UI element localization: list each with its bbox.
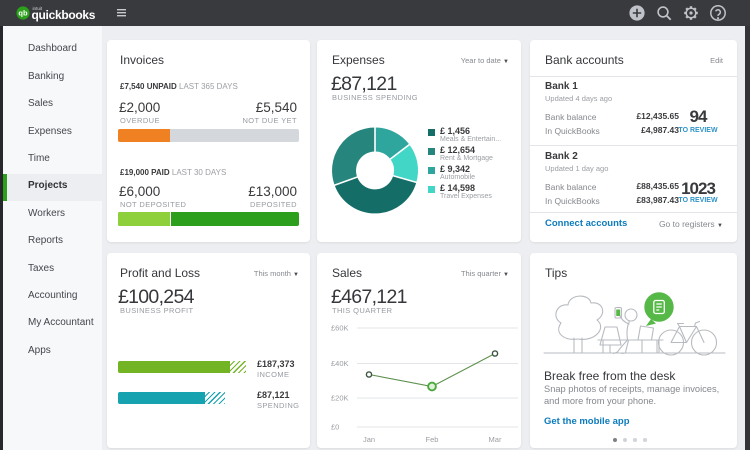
svg-text:intuit: intuit <box>33 6 43 11</box>
svg-text:£20K: £20K <box>331 394 349 403</box>
svg-text:Jan: Jan <box>363 435 375 444</box>
svg-text:£0: £0 <box>331 423 339 432</box>
svg-text:£40K: £40K <box>331 359 349 368</box>
svg-text:£60K: £60K <box>331 324 349 333</box>
svg-text:qb: qb <box>18 9 28 18</box>
svg-text:quickbooks: quickbooks <box>32 8 96 22</box>
svg-text:Mar: Mar <box>489 435 502 444</box>
svg-text:Feb: Feb <box>426 435 439 444</box>
